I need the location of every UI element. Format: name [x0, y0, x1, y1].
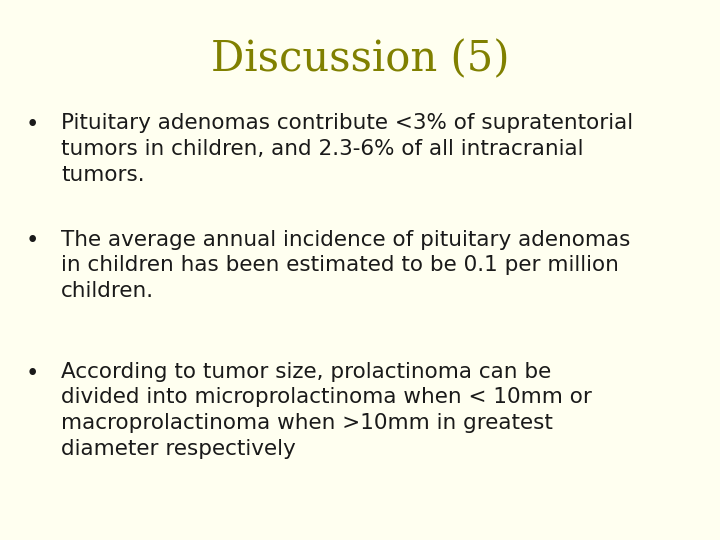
Text: •: •: [26, 113, 39, 137]
Text: •: •: [26, 230, 39, 253]
Text: Pituitary adenomas contribute <3% of supratentorial
tumors in children, and 2.3-: Pituitary adenomas contribute <3% of sup…: [61, 113, 634, 185]
Text: According to tumor size, prolactinoma can be
divided into microprolactinoma when: According to tumor size, prolactinoma ca…: [61, 362, 592, 458]
Text: •: •: [26, 362, 39, 385]
Text: Discussion (5): Discussion (5): [211, 38, 509, 80]
Text: The average annual incidence of pituitary adenomas
in children has been estimate: The average annual incidence of pituitar…: [61, 230, 631, 301]
